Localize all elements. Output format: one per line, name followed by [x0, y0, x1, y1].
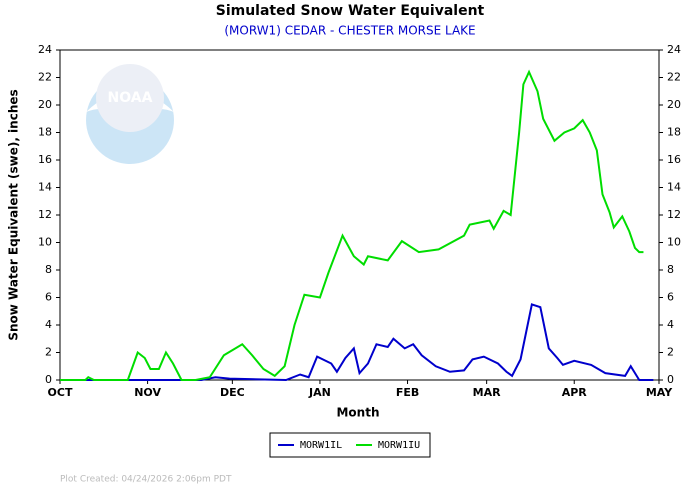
y-tick-label: 18	[38, 126, 52, 139]
logo-text: NOAA	[108, 90, 153, 106]
x-tick-label: NOV	[134, 386, 161, 399]
y2-tick-label: 4	[667, 318, 674, 331]
y2-tick-label: 0	[667, 373, 674, 386]
y2-tick-label: 22	[667, 71, 681, 84]
logo-top	[96, 64, 164, 132]
logo-bird	[86, 91, 174, 125]
x-axis-label: Month	[336, 406, 379, 420]
y-tick-label: 20	[38, 98, 52, 111]
y2-tick-label: 16	[667, 153, 681, 166]
x-tick-label: OCT	[48, 386, 73, 399]
y2-tick-label: 6	[667, 291, 674, 304]
y2-tick-label: 14	[667, 181, 681, 194]
y-tick-label: 16	[38, 153, 52, 166]
legend-box	[269, 432, 431, 458]
y-tick-label: 6	[45, 291, 52, 304]
series-line	[60, 69, 644, 381]
y2-tick-label: 18	[667, 126, 681, 139]
series-line	[60, 303, 654, 382]
y-tick-label: 10	[38, 236, 52, 249]
y2-tick-label: 24	[667, 43, 681, 56]
y-tick-label: 22	[38, 71, 52, 84]
x-tick-label: MAY	[646, 386, 673, 399]
y2-tick-label: 10	[667, 236, 681, 249]
x-tick-label: APR	[562, 386, 588, 399]
x-tick-label: DEC	[220, 386, 245, 399]
y-tick-label: 0	[45, 373, 52, 386]
legend-label: MORW1IL	[300, 440, 342, 451]
chart-subtitle: (MORW1) CEDAR - CHESTER MORSE LAKE	[224, 24, 475, 38]
logo	[86, 64, 174, 164]
y-tick-label: 12	[38, 208, 52, 221]
y2-tick-label: 20	[667, 98, 681, 111]
y-tick-label: 4	[45, 318, 52, 331]
y-tick-label: 2	[45, 346, 52, 359]
logo-circle	[86, 76, 174, 164]
chart-title: Simulated Snow Water Equivalent	[216, 3, 485, 19]
y-tick-label: 24	[38, 43, 52, 56]
x-tick-label: FEB	[396, 386, 419, 399]
y-tick-label: 14	[38, 181, 52, 194]
y-tick-label: 8	[45, 263, 52, 276]
y2-tick-label: 2	[667, 346, 674, 359]
x-tick-label: MAR	[473, 386, 501, 399]
y2-tick-label: 12	[667, 208, 681, 221]
legend-label: MORW1IU	[378, 440, 420, 451]
y-axis-label: Snow Water Equivalent (swe), inches	[7, 89, 21, 340]
y2-tick-label: 8	[667, 263, 674, 276]
x-tick-label: JAN	[308, 386, 331, 399]
footer: Plot Created: 04/24/2026 2:06pm PDT	[60, 475, 232, 485]
